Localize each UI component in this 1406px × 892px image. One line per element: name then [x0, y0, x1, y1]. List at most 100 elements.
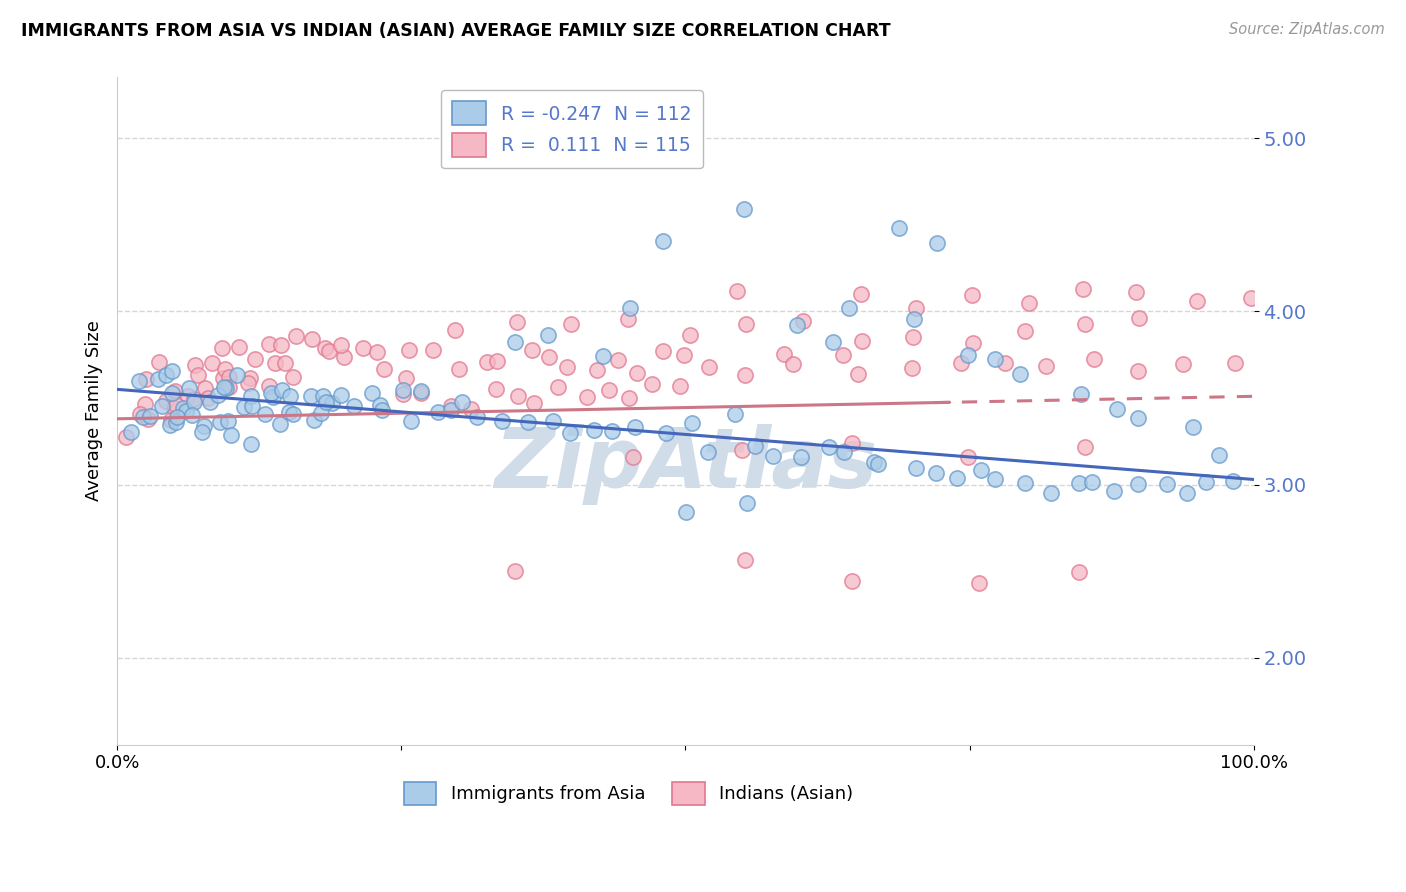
Point	[160, 385, 183, 400]
Point	[284, 329, 307, 343]
Point	[617, 391, 640, 405]
Point	[232, 400, 254, 414]
Point	[1067, 565, 1090, 579]
Point	[1107, 402, 1129, 417]
Point	[166, 415, 188, 429]
Point	[281, 407, 304, 421]
Point	[263, 356, 285, 370]
Point	[734, 368, 756, 383]
Point	[616, 312, 638, 326]
Point	[1128, 311, 1150, 326]
Point	[1083, 352, 1105, 367]
Point	[575, 390, 598, 404]
Point	[136, 412, 159, 426]
Point	[652, 343, 675, 358]
Point	[269, 417, 291, 431]
Point	[669, 379, 692, 393]
Point	[283, 370, 305, 384]
Point	[399, 414, 422, 428]
Point	[278, 389, 301, 403]
Point	[560, 317, 582, 331]
Point	[1014, 476, 1036, 491]
Point	[398, 343, 420, 358]
Point	[240, 399, 263, 413]
Point	[724, 407, 747, 421]
Point	[315, 395, 337, 409]
Point	[655, 425, 678, 440]
Point	[215, 381, 238, 395]
Point	[863, 455, 886, 469]
Point	[1239, 291, 1261, 305]
Point	[128, 374, 150, 388]
Point	[391, 383, 413, 397]
Point	[848, 368, 870, 382]
Point	[1128, 410, 1150, 425]
Point	[1018, 296, 1040, 310]
Point	[366, 344, 388, 359]
Point	[253, 407, 276, 421]
Point	[1182, 420, 1205, 434]
Point	[132, 409, 155, 424]
Point	[735, 496, 758, 510]
Point	[734, 553, 756, 567]
Point	[841, 436, 863, 450]
Point	[193, 419, 215, 434]
Point	[967, 576, 990, 591]
Point	[598, 383, 620, 397]
Point	[172, 401, 194, 415]
Point	[1067, 476, 1090, 491]
Point	[460, 401, 482, 416]
Point	[838, 301, 860, 315]
Point	[543, 414, 565, 428]
Point	[309, 406, 332, 420]
Point	[271, 383, 294, 397]
Point	[786, 318, 808, 333]
Point	[762, 449, 785, 463]
Point	[193, 381, 215, 395]
Point	[245, 351, 267, 366]
Text: Source: ZipAtlas.com: Source: ZipAtlas.com	[1229, 22, 1385, 37]
Point	[422, 343, 444, 357]
Point	[183, 395, 205, 409]
Point	[301, 332, 323, 346]
Point	[409, 384, 432, 399]
Point	[538, 350, 561, 364]
Point	[262, 390, 284, 404]
Point	[214, 380, 236, 394]
Point	[176, 404, 198, 418]
Point	[623, 420, 645, 434]
Point	[150, 399, 173, 413]
Point	[957, 450, 980, 464]
Point	[260, 385, 283, 400]
Point	[330, 388, 353, 402]
Point	[821, 334, 844, 349]
Point	[903, 312, 925, 326]
Text: IMMIGRANTS FROM ASIA VS INDIAN (ASIAN) AVERAGE FAMILY SIZE CORRELATION CHART: IMMIGRANTS FROM ASIA VS INDIAN (ASIAN) A…	[21, 22, 891, 40]
Point	[277, 405, 299, 419]
Point	[925, 467, 948, 481]
Point	[314, 342, 336, 356]
Point	[817, 440, 839, 454]
Point	[299, 389, 322, 403]
Point	[226, 368, 249, 382]
Point	[1125, 285, 1147, 299]
Point	[183, 392, 205, 406]
Point	[1102, 483, 1125, 498]
Point	[782, 357, 804, 371]
Point	[1073, 317, 1095, 331]
Point	[831, 348, 853, 362]
Point	[582, 423, 605, 437]
Point	[451, 395, 474, 409]
Point	[730, 443, 752, 458]
Point	[343, 399, 366, 413]
Point	[239, 389, 262, 403]
Point	[163, 384, 186, 398]
Point	[371, 403, 394, 417]
Point	[197, 391, 219, 405]
Point	[212, 371, 235, 385]
Point	[218, 380, 240, 394]
Point	[1223, 355, 1246, 369]
Point	[506, 389, 529, 403]
Point	[485, 382, 508, 396]
Point	[221, 428, 243, 442]
